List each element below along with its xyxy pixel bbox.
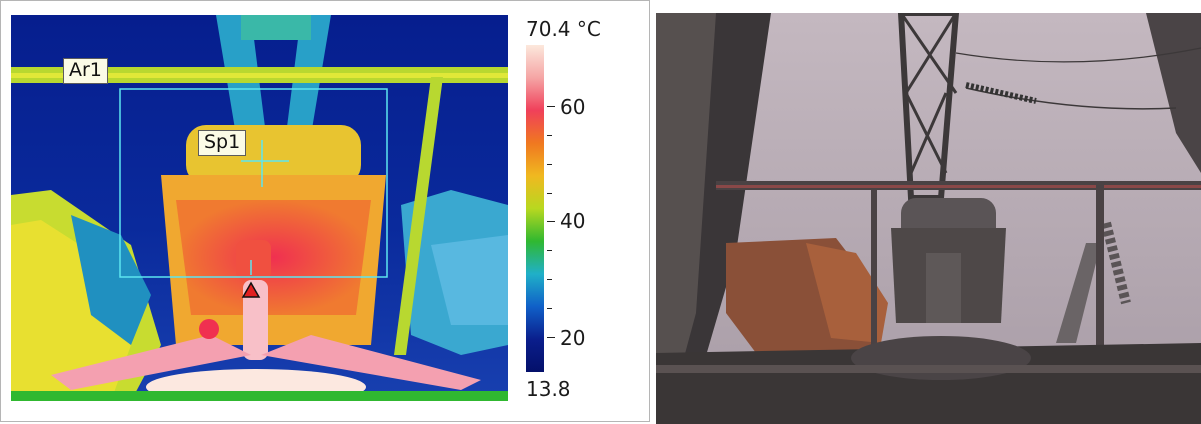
tick-mark [547, 106, 555, 107]
tick-mark [547, 308, 552, 309]
tick-mark [547, 164, 552, 165]
scale-tick-20: 20 [560, 326, 586, 350]
hotspot-marker [241, 281, 261, 298]
scale-min: 13.8 [526, 377, 571, 401]
visual-photo [656, 13, 1201, 424]
thermal-panel: Ar1 Sp1 70.4 °C 60 40 20 13.8 [0, 0, 650, 422]
tick-mark [547, 279, 552, 280]
area-label[interactable]: Ar1 [63, 58, 108, 84]
tick-mark [547, 193, 552, 194]
spot-label[interactable]: Sp1 [198, 130, 247, 156]
color-scale-bar [526, 45, 544, 372]
tick-mark [547, 337, 555, 338]
scale-max: 70.4 °C [526, 17, 601, 41]
tick-mark [547, 135, 552, 136]
tick-mark [547, 221, 555, 222]
thermal-image [11, 15, 508, 401]
tick-mark [547, 250, 552, 251]
scale-tick-40: 40 [560, 209, 586, 233]
scale-tick-60: 60 [560, 95, 586, 119]
